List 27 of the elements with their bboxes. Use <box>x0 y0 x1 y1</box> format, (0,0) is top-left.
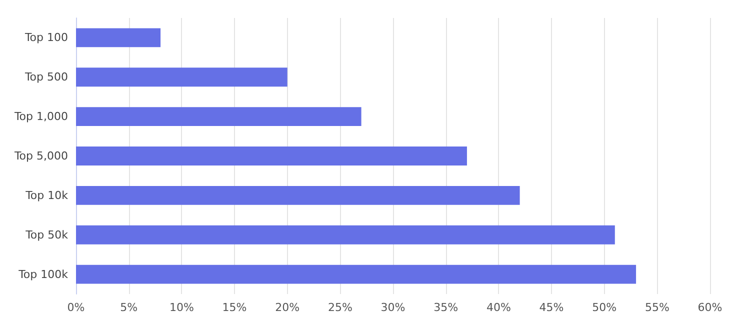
bar <box>76 264 636 284</box>
bar <box>76 28 161 48</box>
y-tick-label: Top 100k <box>18 268 69 281</box>
x-tick-label: 45% <box>539 301 564 314</box>
bar <box>76 225 615 244</box>
x-tick-label: 20% <box>275 301 300 314</box>
x-tick-label: 35% <box>434 301 458 314</box>
bar <box>76 68 288 87</box>
x-tick-label: 25% <box>328 301 352 314</box>
y-tick-label: Top 500 <box>24 70 68 84</box>
x-tick-label: 5% <box>120 301 138 314</box>
x-tick-label: 10% <box>169 301 194 314</box>
x-tick-label: 50% <box>592 301 617 314</box>
y-tick-label: Top 50k <box>24 228 69 242</box>
y-tick-label: Top 100 <box>24 31 68 44</box>
x-tick-label: 40% <box>486 301 511 314</box>
x-tick-label: 0% <box>67 301 85 314</box>
bar <box>76 146 467 166</box>
x-tick-label: 60% <box>698 301 722 314</box>
y-tick-label: Top 1,000 <box>13 110 68 124</box>
y-tick-label: Top 10k <box>24 188 69 202</box>
x-tick-label: 55% <box>644 301 670 314</box>
y-tick-label: Top 5,000 <box>13 150 68 162</box>
bar <box>76 186 520 205</box>
x-tick-label: 30% <box>380 301 406 314</box>
x-tick-label: 15% <box>222 301 247 314</box>
bar <box>76 107 362 126</box>
